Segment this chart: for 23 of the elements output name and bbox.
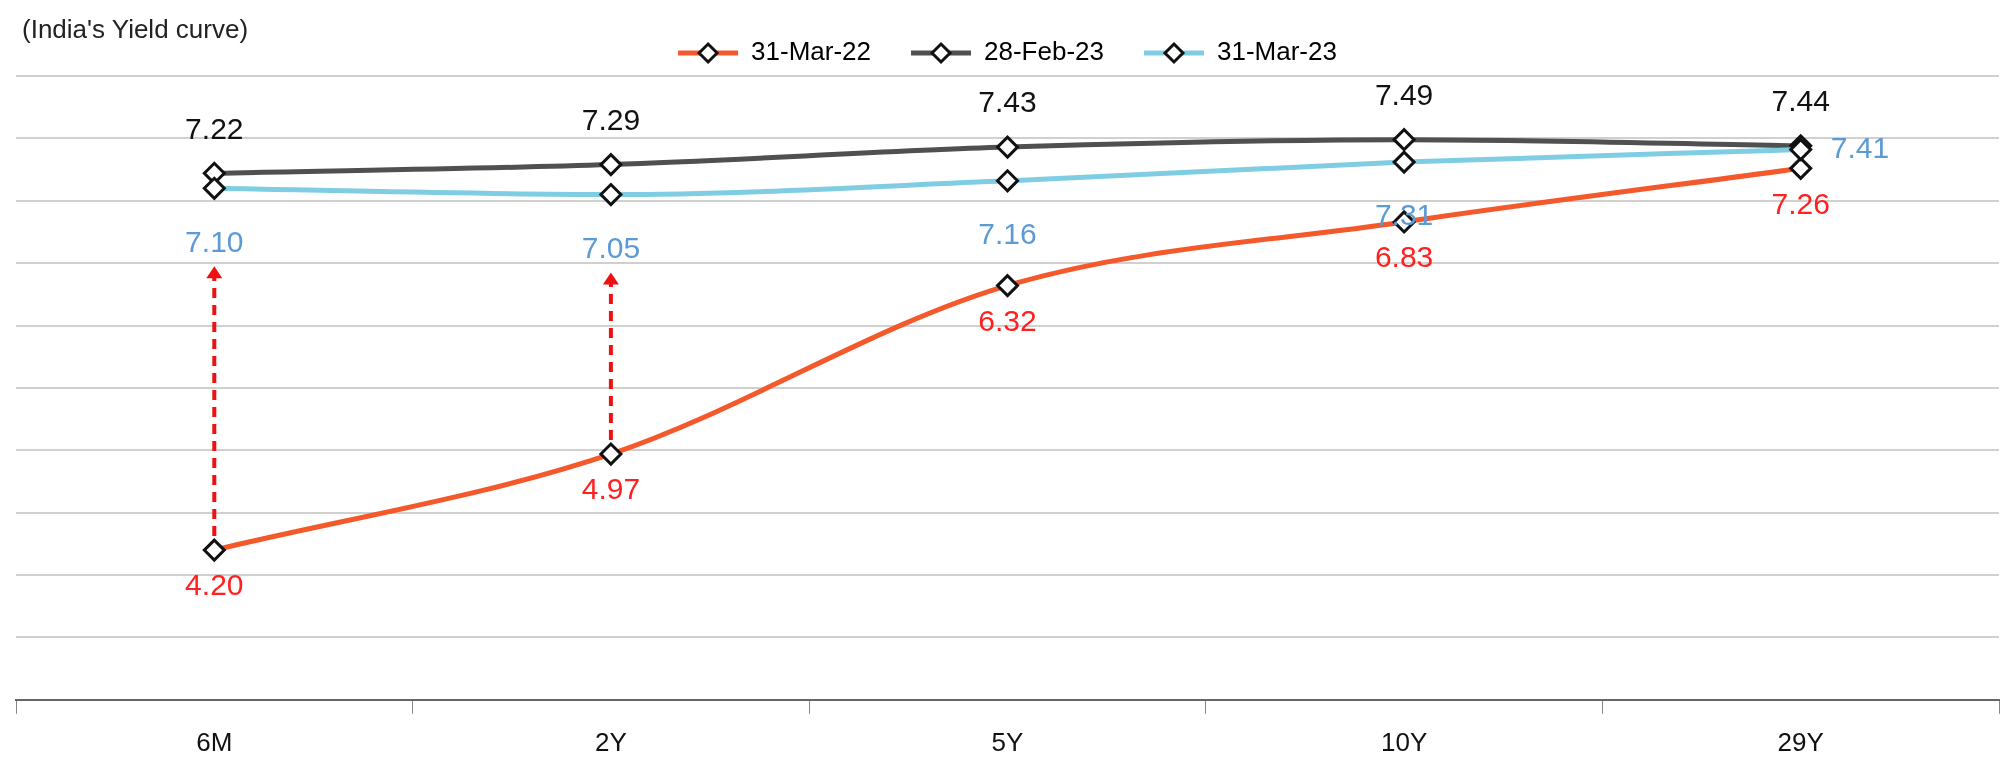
data-label: 4.97 [581, 472, 641, 506]
data-label: 7.44 [1771, 84, 1830, 118]
data-label: 6.83 [1374, 240, 1434, 274]
data-label: 7.22 [185, 111, 244, 145]
data-label: 7.41 [1830, 130, 1890, 164]
legend-label: 31-Mar-23 [1216, 36, 1337, 67]
x-tick-label: 2Y [594, 726, 627, 757]
data-label: 7.05 [581, 230, 641, 264]
legend-label: 28-Feb-23 [984, 36, 1104, 67]
x-tick-label: 10Y [1380, 726, 1428, 757]
x-tick-label: 5Y [991, 726, 1024, 757]
data-label: 4.20 [185, 568, 244, 602]
data-label: 7.49 [1374, 77, 1434, 111]
data-label: 6.32 [978, 303, 1037, 337]
legend-label: 31-Mar-22 [751, 36, 872, 67]
x-tick-label: 29Y [1777, 726, 1824, 757]
data-label: 7.16 [978, 217, 1037, 251]
x-tick-label: 6M [196, 726, 233, 757]
data-label: 7.10 [185, 224, 244, 258]
chart-title: (India's Yield curve) [22, 14, 249, 45]
data-label: 7.43 [978, 85, 1037, 119]
data-label: 7.26 [1771, 186, 1830, 220]
data-label: 7.29 [581, 102, 641, 136]
